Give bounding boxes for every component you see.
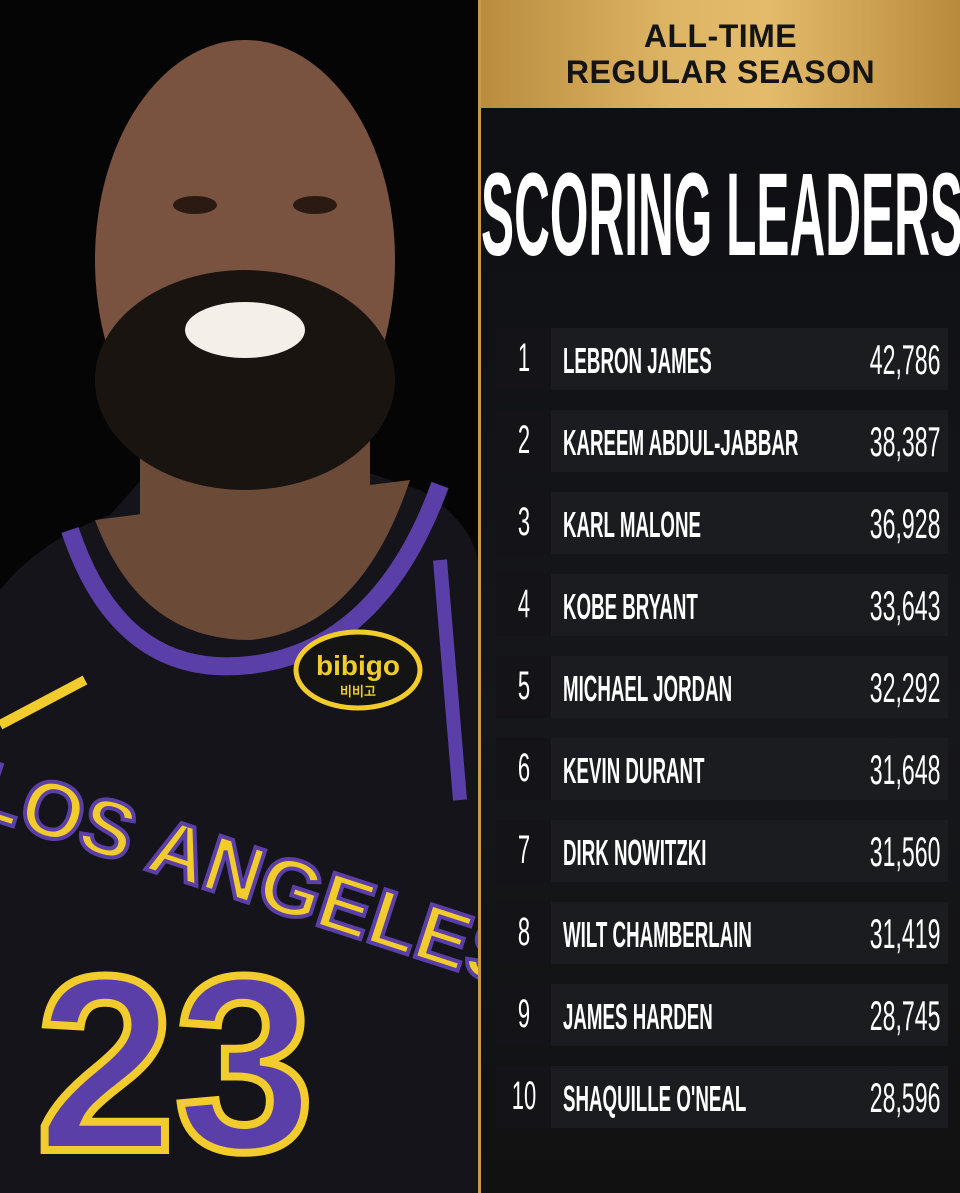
points: 28,596 (869, 1074, 940, 1121)
rank: 3 (517, 500, 530, 544)
jersey-number: 23 (36, 924, 314, 1193)
points: 32,292 (869, 664, 940, 711)
leaders-panel: ALL-TIME REGULAR SEASON SCORING LEADERS … (478, 0, 960, 1193)
header-line-1: ALL-TIME (643, 18, 798, 54)
rank-cell: 9 (496, 984, 551, 1046)
rank: 6 (517, 746, 530, 790)
rank-cell: 5 (496, 656, 551, 718)
points: 33,643 (869, 582, 940, 629)
points: 31,419 (869, 910, 940, 957)
header-banner: ALL-TIME REGULAR SEASON (481, 0, 960, 108)
rank: 10 (511, 1074, 536, 1118)
rank: 9 (517, 992, 530, 1036)
rank-cell: 4 (496, 574, 551, 636)
points: 31,648 (869, 746, 940, 793)
leader-row: 2 KAREEM ABDUL-JABBAR 38,387 (496, 410, 948, 472)
points: 38,387 (869, 418, 940, 465)
points: 31,560 (869, 828, 940, 875)
points: 42,786 (869, 336, 940, 383)
player-name: KOBE BRYANT (563, 586, 698, 627)
leader-row: 9 JAMES HARDEN 28,745 (496, 984, 948, 1046)
rank-cell: 7 (496, 820, 551, 882)
leader-row: 8 WILT CHAMBERLAIN 31,419 (496, 902, 948, 964)
player-name: KAREEM ABDUL-JABBAR (563, 422, 799, 463)
leader-row: 6 KEVIN DURANT 31,648 (496, 738, 948, 800)
rank: 5 (517, 664, 530, 708)
rank-cell: 3 (496, 492, 551, 554)
player-name: KARL MALONE (563, 504, 701, 545)
player-name: LEBRON JAMES (563, 340, 712, 381)
leader-row: 5 MICHAEL JORDAN 32,292 (496, 656, 948, 718)
rank: 8 (517, 910, 530, 954)
header-line-2: REGULAR SEASON (565, 54, 876, 90)
player-name: JAMES HARDEN (563, 996, 713, 1037)
patch-subtext: 비비고 (340, 684, 376, 699)
rank-cell: 10 (496, 1066, 551, 1128)
points: 36,928 (869, 500, 940, 547)
leader-row: 7 DIRK NOWITZKI 31,560 (496, 820, 948, 882)
player-name: WILT CHAMBERLAIN (563, 914, 752, 955)
player-photo: bibigo 비비고 LOS ANGELES 23 (0, 0, 478, 1193)
player-name: KEVIN DURANT (563, 750, 705, 791)
leader-row: 1 LEBRON JAMES 42,786 (496, 328, 948, 390)
points: 28,745 (869, 992, 940, 1039)
leader-row: 10 SHAQUILLE O'NEAL 28,596 (496, 1066, 948, 1128)
player-name: SHAQUILLE O'NEAL (563, 1078, 747, 1119)
rank: 7 (517, 828, 530, 872)
rank-cell: 8 (496, 902, 551, 964)
rank: 1 (517, 336, 530, 380)
leader-row: 3 KARL MALONE 36,928 (496, 492, 948, 554)
player-name: DIRK NOWITZKI (563, 832, 707, 873)
rank-cell: 2 (496, 410, 551, 472)
rank-cell: 1 (496, 328, 551, 390)
page-title: SCORING LEADERS (481, 149, 960, 281)
rank: 2 (517, 418, 530, 462)
player-name: MICHAEL JORDAN (563, 668, 733, 709)
rank: 4 (517, 582, 530, 626)
rank-cell: 6 (496, 738, 551, 800)
patch-text: bibigo (316, 650, 400, 681)
leader-row: 4 KOBE BRYANT 33,643 (496, 574, 948, 636)
